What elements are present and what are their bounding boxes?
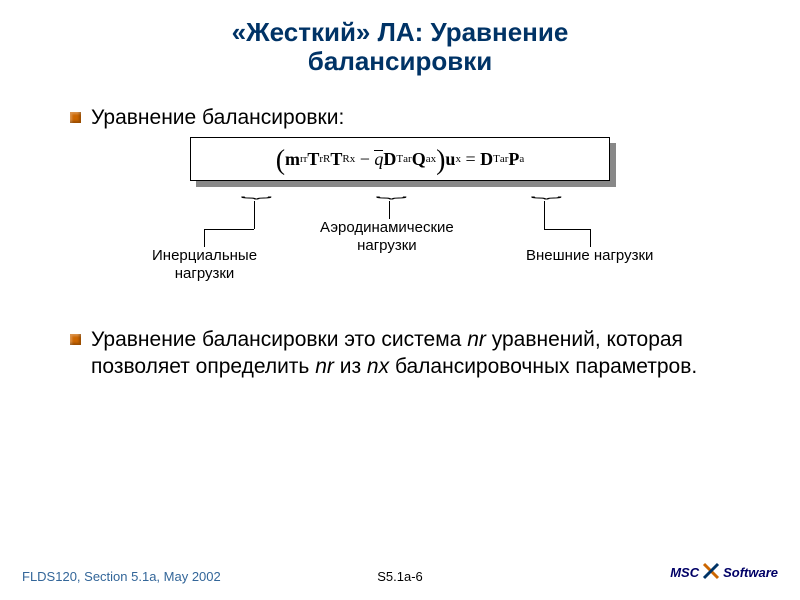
label-inertial: Инерциальные нагрузки <box>152 247 257 282</box>
bullet-1: Уравнение балансировки: <box>70 105 730 131</box>
footer-logo: MSC Software <box>670 561 778 584</box>
footer-center: S5.1a-6 <box>377 569 423 584</box>
page-title: «Жесткий» ЛА: Уравнение балансировки <box>0 0 800 81</box>
bullet-1-text: Уравнение балансировки: <box>91 105 344 131</box>
connector-inertial-h <box>204 229 254 230</box>
logo-msc: MSC <box>670 565 699 580</box>
brace-inertial: ⏟ <box>241 185 273 201</box>
label-aero: Аэродинамические нагрузки <box>320 219 454 254</box>
b2-i3: nx <box>367 355 389 378</box>
content-area: Уравнение балансировки: ( mrrTrRTRx − qD… <box>0 81 800 380</box>
equation: ( mrrTrRTRx − qDTarQax ) ux = DTarPa <box>190 137 610 181</box>
label-external: Внешние нагрузки <box>526 247 653 264</box>
title-line-1: «Жесткий» ЛА: Уравнение <box>232 17 569 47</box>
label-inertial-l2: нагрузки <box>175 265 235 282</box>
brace-external: ⏟ <box>531 185 563 201</box>
logo-x-icon <box>701 561 721 584</box>
connector-inertial-v <box>254 201 255 229</box>
b2-i2: nr <box>315 355 334 378</box>
footer: FLDS120, Section 5.1a, May 2002 S5.1a-6 … <box>0 561 800 584</box>
connector-aero-v <box>389 201 390 219</box>
b2-p4: балансировочных параметров. <box>389 355 697 378</box>
label-external-text: Внешние нагрузки <box>526 247 653 264</box>
bullet-icon <box>70 112 81 123</box>
bullet-2-text: Уравнение балансировки это система nr ур… <box>91 327 730 380</box>
b2-p1: Уравнение балансировки это система <box>91 328 467 351</box>
label-aero-l1: Аэродинамические <box>320 219 454 236</box>
connector-ext-h <box>544 229 590 230</box>
annotation-area: ⏟ ⏟ ⏟ Инерциальные нагрузки Аэродинамиче… <box>190 181 690 301</box>
label-inertial-l1: Инерциальные <box>152 247 257 264</box>
connector-ext-v <box>544 201 545 229</box>
connector-ext-v2 <box>590 229 591 247</box>
b2-p3: из <box>334 355 367 378</box>
brace-aero: ⏟ <box>376 185 408 201</box>
title-line-2: балансировки <box>308 46 492 76</box>
b2-i1: nr <box>467 328 486 351</box>
bullet-icon <box>70 334 81 345</box>
footer-left: FLDS120, Section 5.1a, May 2002 <box>22 569 221 584</box>
equation-box: ( mrrTrRTRx − qDTarQax ) ux = DTarPa <box>190 137 610 181</box>
label-aero-l2: нагрузки <box>357 237 417 254</box>
bullet-2: Уравнение балансировки это система nr ур… <box>70 327 730 380</box>
connector-inertial-v2 <box>204 229 205 247</box>
logo-software: Software <box>723 565 778 580</box>
